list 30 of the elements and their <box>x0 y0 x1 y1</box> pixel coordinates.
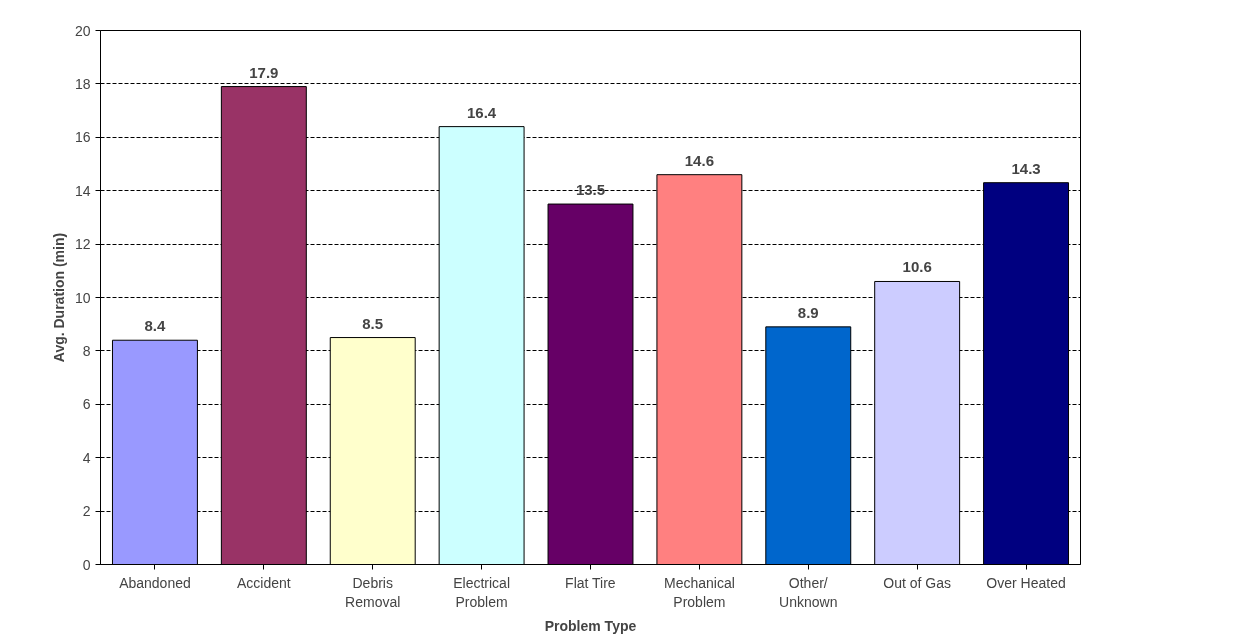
x-tick-label: Out of Gas <box>883 574 952 591</box>
x-tick-label: Debris Removal <box>345 574 401 610</box>
data-label: 8.4 <box>144 317 167 335</box>
x-tick-label: Electrical Problem <box>453 574 511 610</box>
x-tick-label: Abandoned <box>119 574 191 591</box>
x-tick-label: Flat Tire <box>565 574 616 591</box>
x-tick-label: Other/ Unknown <box>779 574 838 610</box>
y-tick-label: 12 <box>74 236 91 253</box>
x-tick-label: Mechanical Problem <box>663 574 735 610</box>
y-tick-label: 20 <box>74 22 91 39</box>
y-tick-label: 18 <box>74 75 91 92</box>
y-tick-label: 14 <box>74 182 91 199</box>
data-label: 17.9 <box>249 63 279 81</box>
y-axis-title: Avg. Duration (min) <box>50 232 67 363</box>
data-label: 14.3 <box>1011 159 1041 177</box>
y-tick-label: 16 <box>74 129 91 146</box>
data-label: 10.6 <box>902 258 932 276</box>
y-tick-label: 4 <box>82 449 91 466</box>
data-label: 16.4 <box>467 103 497 121</box>
y-tick-label: 0 <box>82 556 91 573</box>
y-tick-label: 10 <box>74 289 91 306</box>
data-label: 8.5 <box>362 314 384 332</box>
data-label: 14.6 <box>684 151 714 169</box>
x-axis-title: Problem Type <box>544 617 637 634</box>
x-tick-label: Over Heated <box>986 574 1066 591</box>
data-label: 8.9 <box>797 303 819 321</box>
y-tick-label: 2 <box>82 503 91 520</box>
y-tick-label: 8 <box>82 342 91 359</box>
y-tick-label: 6 <box>82 396 91 413</box>
x-tick-label: Accident <box>236 574 291 591</box>
